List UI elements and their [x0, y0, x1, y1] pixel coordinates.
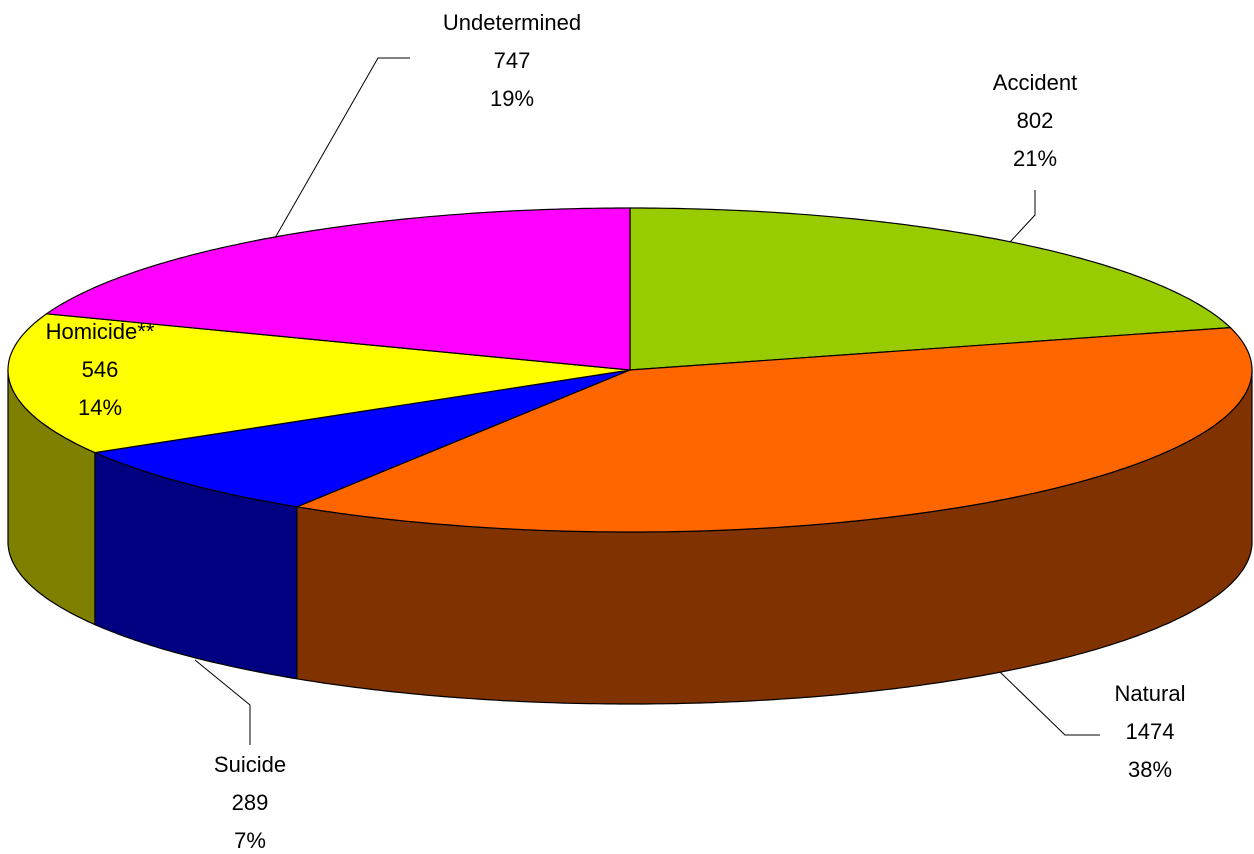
slice-percent: 14% — [78, 395, 122, 420]
slice-percent: 19% — [490, 86, 534, 111]
slice — [629, 207, 1232, 371]
leader-line — [194, 659, 251, 745]
slice-label: Homicide** — [46, 319, 155, 344]
slice-percent: 21% — [1013, 146, 1057, 171]
leader-line — [1009, 190, 1036, 243]
slice-value: 802 — [1017, 108, 1054, 133]
slice — [294, 326, 1253, 533]
leader-line — [274, 57, 410, 239]
slice — [44, 207, 631, 371]
slice-value: 546 — [82, 357, 119, 382]
slice — [92, 369, 631, 508]
slice-label: Suicide — [214, 752, 286, 777]
slice-label: Accident — [993, 70, 1077, 95]
slice-percent: 38% — [1128, 757, 1172, 782]
slice-value: 1474 — [1126, 719, 1175, 744]
slice-percent: 7% — [234, 828, 266, 853]
slice-value: 289 — [232, 790, 269, 815]
leader-line — [999, 671, 1100, 736]
slice — [7, 313, 631, 454]
slice-label: Natural — [1115, 681, 1186, 706]
slice-label: Undetermined — [443, 10, 581, 35]
slice-value: 747 — [494, 48, 531, 73]
